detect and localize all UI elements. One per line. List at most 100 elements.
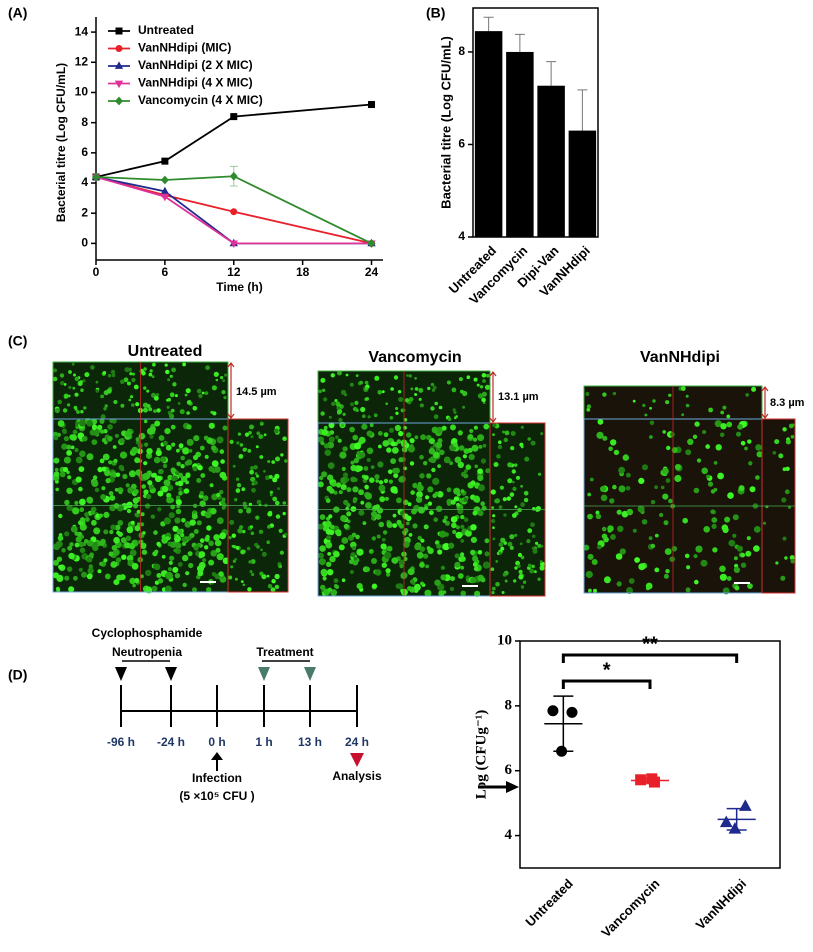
cell [335,585,339,589]
y-axis-label: Bacterial titre (Log CFU/mL) [438,36,453,209]
cell [109,529,114,535]
cell [737,424,743,430]
cell [455,531,463,539]
time-label: -96 h [107,735,135,749]
cell [103,407,107,411]
cell [246,546,251,551]
cell [418,397,422,401]
cell [477,550,483,555]
cell [512,486,517,491]
cell [165,571,173,580]
plot-frame [519,640,781,869]
cell [265,475,270,481]
cell [375,479,380,483]
cell [477,468,483,475]
cell [403,541,410,548]
significance-bracket [561,679,652,689]
cell [165,536,170,540]
cell [318,558,326,566]
cell [753,526,761,533]
cell [61,548,66,553]
cell [665,478,671,483]
cell [507,462,513,468]
cell [470,577,477,584]
cell [498,505,503,509]
cell [755,444,762,451]
cell [197,465,203,471]
cell [522,580,527,584]
cell [77,380,83,386]
cell [502,572,507,577]
cell [702,430,707,434]
cell [74,407,78,411]
cell [188,449,193,453]
cell [250,466,254,470]
cell [481,505,487,511]
cell [507,478,513,484]
cell [78,541,84,548]
cell [83,406,87,410]
cell [426,435,431,440]
timeline-phase: Treatment [256,645,313,659]
cell [414,543,421,551]
cell [153,530,158,535]
cell [100,394,104,399]
cell [192,466,198,472]
cell [481,391,487,397]
thickness-arrow [227,362,235,419]
cell [175,495,181,500]
cell [215,378,219,382]
cell [382,530,388,535]
cell [231,533,236,538]
cell [255,474,260,478]
cell [74,542,80,548]
cell [241,487,246,492]
marker [161,157,169,165]
cell [56,432,62,437]
cell [512,513,517,518]
cell [492,537,496,541]
cell [484,551,490,557]
cell [280,453,284,457]
cell [337,370,342,376]
cell [161,554,166,559]
cell [520,425,524,429]
cell [436,426,444,434]
cell [478,445,483,449]
cell [434,401,439,406]
analysis-marker [350,753,364,767]
cell [479,385,484,389]
cell [587,492,592,497]
cell [174,394,178,398]
cell [439,530,447,538]
cell [464,469,468,473]
cell [153,409,157,413]
cell [376,534,381,539]
cell [395,407,399,410]
cell [432,477,440,485]
cell [267,511,273,517]
cell [220,499,226,505]
cell [389,427,394,433]
cell [157,578,164,584]
cell [638,563,646,571]
cell [460,590,467,597]
cell [472,437,478,442]
cell [732,533,737,538]
cell [382,440,390,447]
cell [57,535,64,541]
cell [80,410,84,414]
cell [110,561,118,568]
cell [654,533,659,538]
micrograph-title: Untreated [128,343,203,360]
cell [139,539,144,544]
cell [79,507,85,513]
cell [664,548,672,555]
cell [373,413,378,418]
cell [220,459,225,464]
cell [446,380,451,385]
cell [260,421,264,425]
cell [502,430,505,434]
cell [176,528,183,535]
cell [86,556,93,563]
